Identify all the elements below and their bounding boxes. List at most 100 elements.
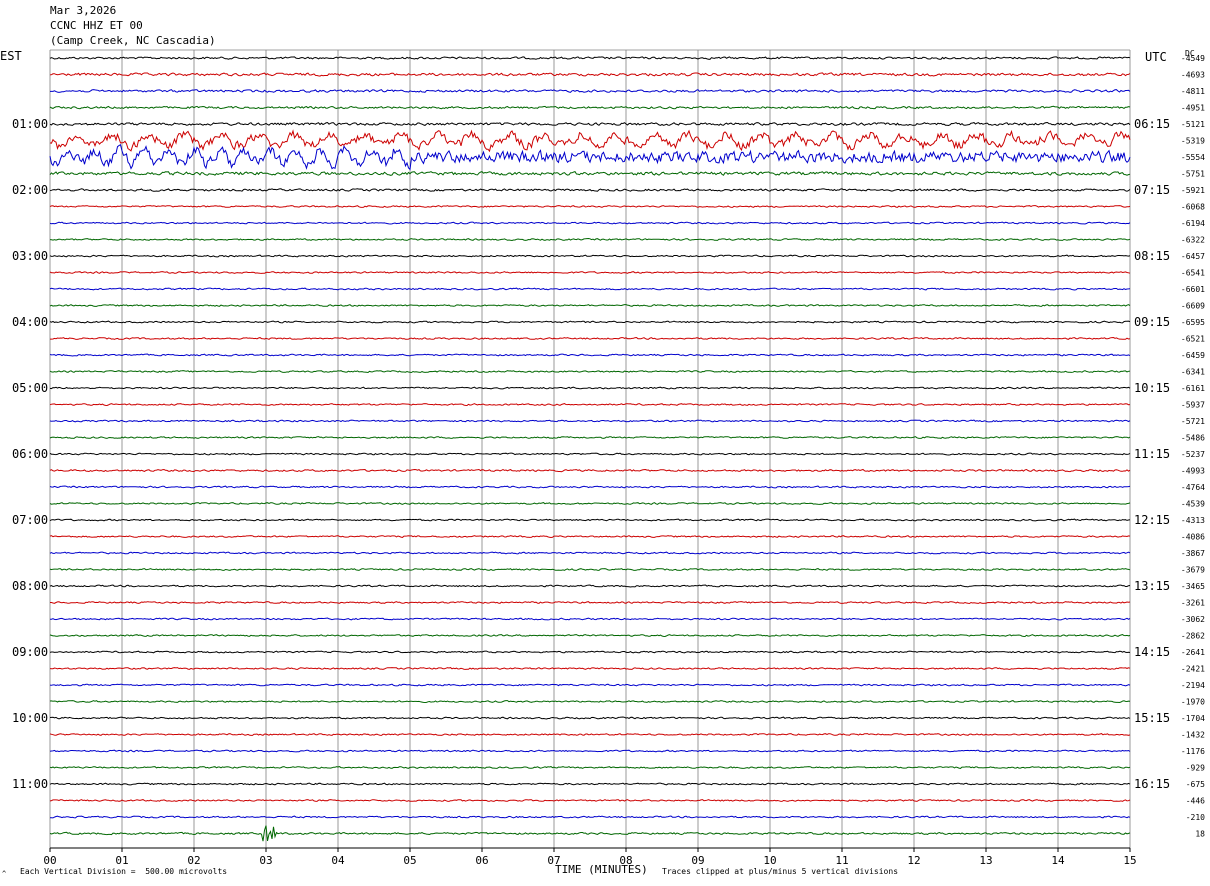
trace-line xyxy=(49,304,1131,307)
dc-offset-label: -4086 xyxy=(1181,533,1205,542)
dc-offset-label: -5121 xyxy=(1181,120,1205,129)
trace-line xyxy=(49,353,1131,357)
x-tick-label: 01 xyxy=(115,854,128,867)
utc-hour-label: 14:15 xyxy=(1134,645,1170,659)
time-grid xyxy=(49,49,1131,849)
corner-mark: ^ xyxy=(2,870,7,878)
x-tick-label: 09 xyxy=(691,854,704,867)
trace-line xyxy=(50,336,1131,340)
dc-offset-label: -6609 xyxy=(1181,302,1205,311)
trace-line xyxy=(49,129,1131,153)
dc-offset-label: -2421 xyxy=(1181,665,1205,674)
est-hour-label: 08:00 xyxy=(12,579,48,593)
dc-offset-label: -5554 xyxy=(1181,153,1205,162)
trace-line xyxy=(49,271,1131,274)
header-date: Mar 3,2026 xyxy=(50,4,117,17)
dc-offset-label: -6194 xyxy=(1181,219,1205,228)
utc-hour-label: 07:15 xyxy=(1134,183,1170,197)
trace-line xyxy=(49,584,1131,588)
utc-hour-label: 16:15 xyxy=(1134,777,1170,791)
dc-offset-label: -4951 xyxy=(1181,104,1205,113)
trace-line xyxy=(49,551,1131,555)
dc-offset-label: -5486 xyxy=(1181,434,1205,443)
trace-line xyxy=(49,485,1131,489)
dc-offset-label: -2641 xyxy=(1181,648,1205,657)
trace-line xyxy=(49,287,1131,291)
dc-offset-label: -6161 xyxy=(1181,384,1205,393)
trace-line xyxy=(49,782,1131,786)
trace-line xyxy=(49,436,1131,439)
utc-hour-labels: 06:15 07:15 08:15 09:15 10:15 11:15 12:15 13:15… xyxy=(1134,117,1170,791)
est-hour-label: 10:00 xyxy=(12,711,48,725)
dc-offset-label: -210 xyxy=(1186,813,1205,822)
x-tick-label: 03 xyxy=(259,854,272,867)
est-hour-label: 07:00 xyxy=(12,513,48,527)
dc-offset-label: -5921 xyxy=(1181,186,1205,195)
trace-line xyxy=(49,749,1131,753)
dc-offset-label: -6322 xyxy=(1181,236,1205,245)
header-location: (Camp Creek, NC Cascadia) xyxy=(50,34,216,47)
dc-offset-label: -446 xyxy=(1186,797,1205,806)
utc-hour-label: 12:15 xyxy=(1134,513,1170,527)
trace-line xyxy=(49,716,1131,720)
est-label: EST xyxy=(0,49,22,63)
x-tick-label: 10 xyxy=(763,854,776,867)
trace-line xyxy=(49,568,1131,571)
x-tick-label: 04 xyxy=(331,854,345,867)
x-tick-label: 15 xyxy=(1123,854,1136,867)
dc-offset-label: -4539 xyxy=(1181,500,1205,509)
dc-offset-label: -929 xyxy=(1186,764,1205,773)
trace-line xyxy=(49,733,1131,736)
utc-hour-label: 15:15 xyxy=(1134,711,1170,725)
x-tick-label: 05 xyxy=(403,854,416,867)
dc-offset-label: -3261 xyxy=(1181,599,1205,608)
est-hour-label: 09:00 xyxy=(12,645,48,659)
dc-offset-labels: -4549 -4693 -4811 -4951 -5121 -5319 -5554 -5751… xyxy=(1181,54,1205,839)
dc-offset-label: -5319 xyxy=(1181,137,1205,146)
trace-line xyxy=(49,221,1131,225)
utc-hour-label: 08:15 xyxy=(1134,249,1170,263)
trace-line xyxy=(49,403,1131,407)
utc-hour-label: 09:15 xyxy=(1134,315,1170,329)
trace-line xyxy=(49,502,1131,505)
x-tick-label: 12 xyxy=(907,854,920,867)
trace-line xyxy=(49,617,1131,621)
trace-line xyxy=(49,683,1131,687)
est-hour-label: 06:00 xyxy=(12,447,48,461)
dc-offset-label: -6457 xyxy=(1181,252,1205,261)
trace-line xyxy=(49,419,1131,423)
dc-offset-label: -2194 xyxy=(1181,681,1205,690)
trace-line xyxy=(49,518,1131,522)
x-tick-label: 11 xyxy=(835,854,848,867)
header-station: CCNC HHZ ET 00 xyxy=(50,19,143,32)
utc-hour-label: 13:15 xyxy=(1134,579,1170,593)
trace-line xyxy=(49,535,1131,539)
est-hour-label: 02:00 xyxy=(12,183,48,197)
trace-line xyxy=(49,369,1131,374)
dc-offset-label: -1432 xyxy=(1181,731,1205,740)
x-tick-label: 14 xyxy=(1051,854,1065,867)
est-hour-label: 11:00 xyxy=(12,777,48,791)
dc-offset-label: -6521 xyxy=(1181,335,1205,344)
dc-offset-label: -6541 xyxy=(1181,269,1205,278)
x-tick-label: 02 xyxy=(187,854,200,867)
dc-offset-label: -5937 xyxy=(1181,401,1205,410)
utc-hour-label: 06:15 xyxy=(1134,117,1170,131)
dc-offset-label: -3465 xyxy=(1181,582,1205,591)
trace-line xyxy=(49,105,1131,110)
dc-offset-label: -4764 xyxy=(1181,483,1205,492)
dc-offset-label: -6341 xyxy=(1181,368,1205,377)
trace-line xyxy=(49,766,1131,770)
seismic-traces xyxy=(49,56,1131,842)
utc-hour-label: 11:15 xyxy=(1134,447,1170,461)
trace-line xyxy=(49,188,1131,192)
trace-line xyxy=(49,320,1131,324)
est-hour-label: 03:00 xyxy=(12,249,48,263)
trace-line xyxy=(49,205,1131,208)
dc-offset-label: -4313 xyxy=(1181,516,1205,525)
dc-offset-label: 18 xyxy=(1195,830,1205,839)
trace-line xyxy=(49,815,1131,819)
dc-offset-label: -2862 xyxy=(1181,632,1205,641)
utc-hour-label: 10:15 xyxy=(1134,381,1170,395)
